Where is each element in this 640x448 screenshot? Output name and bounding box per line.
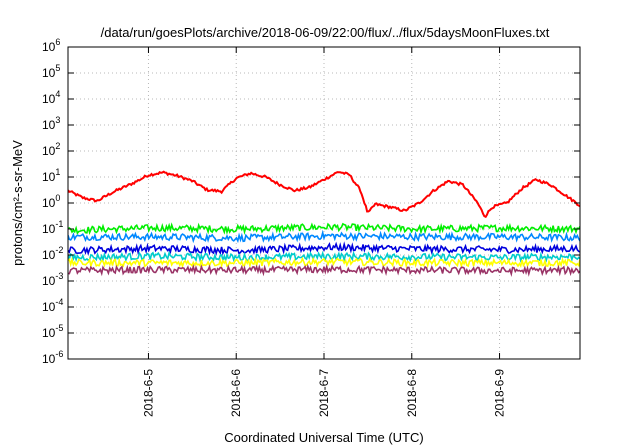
series-line	[68, 170, 580, 219]
x-tick-label: 2018-6-6	[229, 369, 243, 417]
x-axis-label: Coordinated Universal Time (UTC)	[224, 430, 423, 445]
y-axis-label: protons/cm²-s-sr-MeV	[10, 140, 25, 266]
x-tick-label: 2018-6-8	[405, 369, 419, 417]
y-tick-label: 10-3	[42, 271, 63, 288]
y-tick-label: 10-2	[42, 245, 63, 262]
y-axis: 10-6 10-5 10-4 10-3 10-2 10-1 100 101 102 103 104 1…	[42, 37, 580, 366]
series-line	[68, 250, 580, 264]
series-line	[68, 222, 580, 236]
x-tick-label: 2018-6-9	[493, 369, 507, 417]
y-tick-label: 106	[42, 37, 60, 54]
y-tick-label: 101	[42, 167, 60, 184]
x-tick-label: 2018-6-5	[141, 369, 155, 417]
y-tick-label: 10-5	[42, 323, 63, 340]
x-tick-label: 2018-6-7	[317, 369, 331, 417]
series-line	[68, 229, 580, 244]
y-tick-label: 102	[42, 141, 60, 158]
y-tick-label: 10-1	[42, 219, 63, 236]
series-line	[68, 241, 580, 256]
y-tick-label: 10-4	[42, 297, 63, 314]
series-layer	[68, 170, 580, 277]
chart-title: /data/run/goesPlots/archive/2018-06-09/2…	[101, 25, 550, 40]
y-tick-label: 104	[42, 89, 60, 106]
y-tick-label: 103	[42, 115, 60, 132]
y-tick-label: 105	[42, 63, 60, 80]
y-tick-label: 10-6	[42, 349, 63, 366]
series-line	[68, 263, 580, 277]
y-tick-label: 100	[42, 193, 60, 210]
series-line	[68, 256, 580, 270]
x-axis: 2018-6-5 2018-6-6 2018-6-7 2018-6-8 2018-6-9	[141, 47, 507, 417]
